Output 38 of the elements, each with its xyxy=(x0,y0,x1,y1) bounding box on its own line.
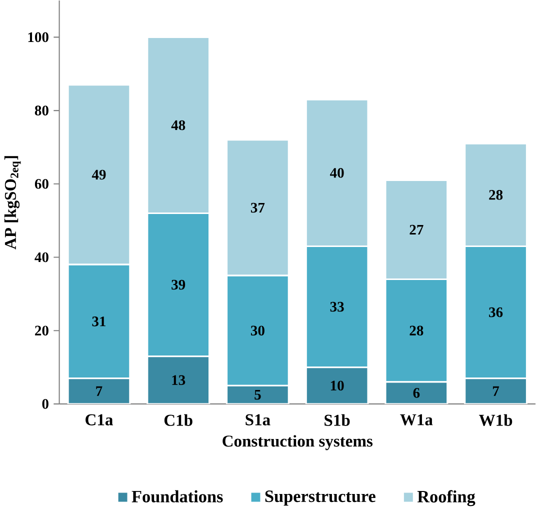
y-axis-title: AP [kgSO$_{2eq}$] xyxy=(4,156,21,250)
data-label: 33 xyxy=(330,302,344,312)
data-label: 10 xyxy=(330,380,344,391)
bar xyxy=(146,356,210,404)
legend-label: Superstructure xyxy=(265,490,376,506)
x-tick-label: W1a xyxy=(400,414,433,426)
data-label: 7 xyxy=(492,386,500,396)
bar xyxy=(464,378,528,404)
x-axis-title: Construction systems xyxy=(222,435,373,450)
legend-label: Foundations xyxy=(132,490,223,503)
x-tick-label: S1a xyxy=(246,414,270,426)
data-label: 30 xyxy=(250,326,264,336)
y-tick-label: 40 xyxy=(34,252,48,262)
data-label: 48 xyxy=(171,120,186,130)
data-label: 36 xyxy=(489,308,503,318)
x-tick-label: S1b xyxy=(324,414,350,426)
data-label: 28 xyxy=(489,190,503,200)
data-label: 40 xyxy=(330,168,344,178)
x-tick-label: C1a xyxy=(86,414,113,426)
data-label: 37 xyxy=(250,203,265,213)
data-label: 13 xyxy=(172,375,186,386)
x-tick-label: C1b xyxy=(164,414,192,426)
data-label: 7 xyxy=(96,386,102,396)
y-tick-label: 20 xyxy=(35,326,48,336)
data-label: 6 xyxy=(413,388,420,398)
y-tick-label: 80 xyxy=(34,106,48,116)
legend-label: Roofing xyxy=(417,490,476,506)
y-tick-label: 100 xyxy=(28,32,48,42)
data-label: 5 xyxy=(254,390,261,400)
data-label: 49 xyxy=(92,170,106,180)
y-tick-label: 0 xyxy=(42,399,48,410)
data-label: 27 xyxy=(410,225,424,235)
data-label: 39 xyxy=(172,280,186,290)
data-label: 28 xyxy=(410,326,424,336)
data-label: 31 xyxy=(92,316,106,327)
bar xyxy=(305,366,369,404)
x-tick-label: W1b xyxy=(479,414,512,426)
y-tick-label: 60 xyxy=(34,179,48,190)
